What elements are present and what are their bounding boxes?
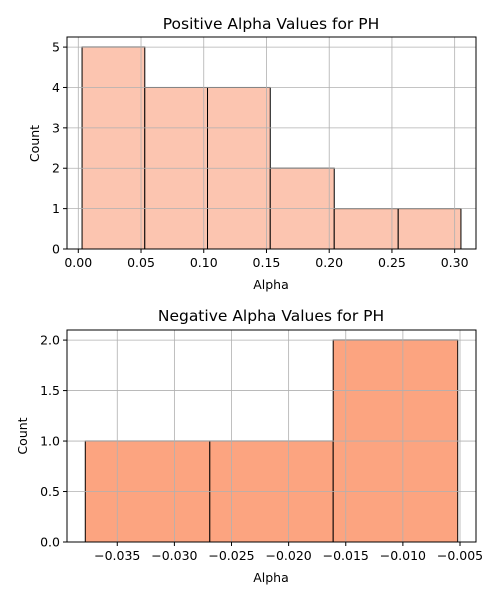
plot-area-frame (66, 36, 477, 250)
y-axis-label: Count (27, 125, 42, 162)
y-tick-label: 4 (52, 80, 60, 95)
y-tick-label: 0.0 (40, 535, 60, 550)
x-tick-label: 0.30 (441, 255, 469, 270)
x-tick-label: −0.025 (208, 548, 254, 563)
histogram-bar (397, 208, 462, 250)
y-axis-label: Count (15, 417, 30, 454)
x-tick-label: 0.15 (253, 255, 281, 270)
x-tick-label: −0.030 (151, 548, 197, 563)
x-tick-label: −0.010 (380, 548, 426, 563)
x-tick-label: 0.00 (64, 255, 92, 270)
y-tick-label: 1.5 (40, 383, 60, 398)
y-tick-label: 1.0 (40, 434, 60, 449)
chart-title: Positive Alpha Values for PH (163, 15, 380, 33)
y-tick-label: 0.5 (40, 484, 60, 499)
histogram-bar (333, 208, 399, 250)
x-tick-label: 0.10 (190, 255, 218, 270)
x-tick-label: 0.05 (127, 255, 155, 270)
x-tick-label: 0.25 (378, 255, 406, 270)
x-axis-label: Alpha (253, 570, 289, 585)
y-tick-label: 2 (52, 161, 60, 176)
y-tick-label: 0 (52, 242, 60, 257)
chart-title: Negative Alpha Values for PH (158, 307, 384, 325)
x-tick-label: −0.005 (437, 548, 483, 563)
y-tick-label: 2.0 (40, 333, 60, 348)
x-tick-label: −0.035 (94, 548, 140, 563)
x-axis-label: Alpha (253, 277, 289, 292)
x-tick-label: −0.015 (323, 548, 369, 563)
chart-negative-alpha: Negative Alpha Values for PH Alpha Count… (15, 307, 483, 585)
y-tick-label: 1 (52, 201, 60, 216)
plot-area-frame (66, 329, 477, 543)
y-tick-label: 5 (52, 40, 60, 55)
x-tick-label: 0.20 (315, 255, 343, 270)
chart-positive-alpha: Positive Alpha Values for PH Alpha Count… (27, 15, 477, 292)
y-tick-label: 3 (52, 120, 60, 135)
histogram-bar (81, 46, 146, 250)
x-tick-label: −0.020 (266, 548, 312, 563)
